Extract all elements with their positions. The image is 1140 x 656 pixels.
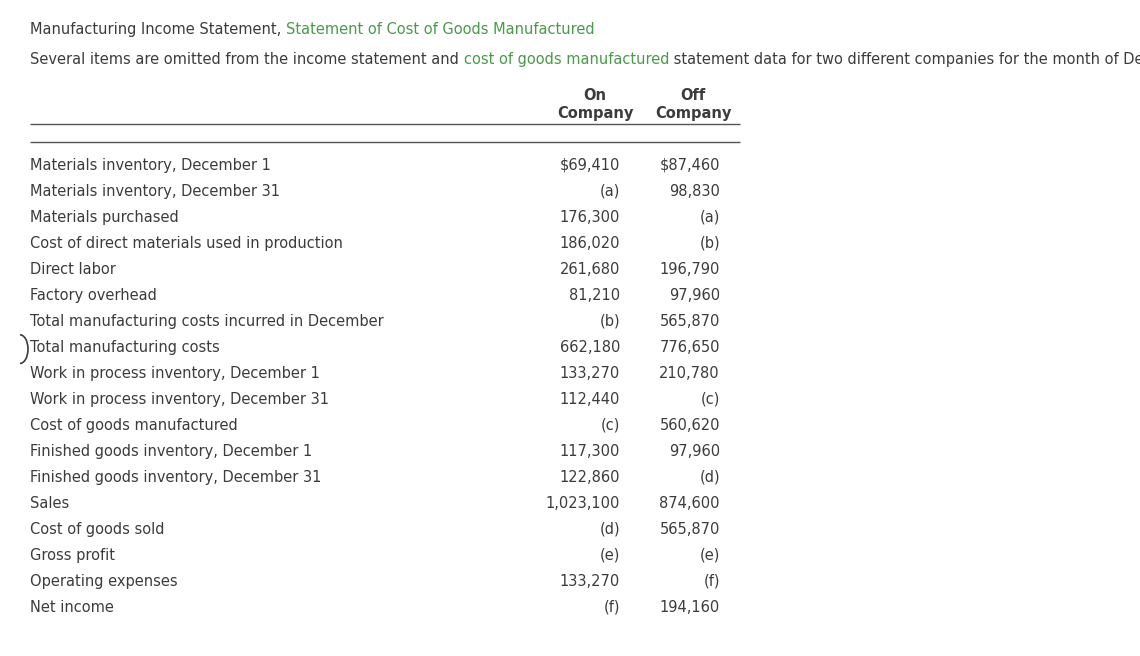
Text: Work in process inventory, December 1: Work in process inventory, December 1	[30, 366, 320, 381]
Text: (e): (e)	[700, 548, 720, 563]
Text: Total manufacturing costs: Total manufacturing costs	[30, 340, 220, 355]
Text: 117,300: 117,300	[560, 444, 620, 459]
Text: Factory overhead: Factory overhead	[30, 288, 157, 303]
Text: (d): (d)	[699, 470, 720, 485]
Text: $87,460: $87,460	[660, 158, 720, 173]
Text: Work in process inventory, December 31: Work in process inventory, December 31	[30, 392, 329, 407]
Text: (f): (f)	[603, 600, 620, 615]
Text: 210,780: 210,780	[659, 366, 720, 381]
Text: Cost of goods manufactured: Cost of goods manufactured	[30, 418, 238, 433]
Text: Finished goods inventory, December 1: Finished goods inventory, December 1	[30, 444, 312, 459]
Text: 133,270: 133,270	[560, 366, 620, 381]
Text: Materials inventory, December 31: Materials inventory, December 31	[30, 184, 280, 199]
Text: Company: Company	[654, 106, 731, 121]
Text: Finished goods inventory, December 31: Finished goods inventory, December 31	[30, 470, 321, 485]
Text: 662,180: 662,180	[560, 340, 620, 355]
Text: Gross profit: Gross profit	[30, 548, 115, 563]
Text: statement data for two different companies for the month of December.: statement data for two different compani…	[669, 52, 1140, 67]
Text: (e): (e)	[600, 548, 620, 563]
Text: Cost of direct materials used in production: Cost of direct materials used in product…	[30, 236, 343, 251]
Text: 133,270: 133,270	[560, 574, 620, 589]
Text: Operating expenses: Operating expenses	[30, 574, 178, 589]
Text: Company: Company	[556, 106, 633, 121]
Text: 97,960: 97,960	[669, 444, 720, 459]
Text: Total manufacturing costs incurred in December: Total manufacturing costs incurred in De…	[30, 314, 384, 329]
Text: (c): (c)	[701, 392, 720, 407]
Text: 196,790: 196,790	[660, 262, 720, 277]
Text: (a): (a)	[600, 184, 620, 199]
Text: Materials inventory, December 1: Materials inventory, December 1	[30, 158, 271, 173]
Text: (b): (b)	[699, 236, 720, 251]
Text: (a): (a)	[700, 210, 720, 225]
Text: 565,870: 565,870	[660, 522, 720, 537]
Text: 565,870: 565,870	[660, 314, 720, 329]
Text: (b): (b)	[600, 314, 620, 329]
Text: Several items are omitted from the income statement and: Several items are omitted from the incom…	[30, 52, 464, 67]
Text: 98,830: 98,830	[669, 184, 720, 199]
Text: $69,410: $69,410	[560, 158, 620, 173]
Text: 122,860: 122,860	[560, 470, 620, 485]
Text: 176,300: 176,300	[560, 210, 620, 225]
Text: 1,023,100: 1,023,100	[546, 496, 620, 511]
Text: Statement of Cost of Goods Manufactured: Statement of Cost of Goods Manufactured	[286, 22, 594, 37]
Text: 97,960: 97,960	[669, 288, 720, 303]
Text: Off: Off	[681, 88, 706, 103]
Text: 186,020: 186,020	[560, 236, 620, 251]
Text: (f): (f)	[703, 574, 720, 589]
Text: 776,650: 776,650	[660, 340, 720, 355]
Text: Manufacturing Income Statement,: Manufacturing Income Statement,	[30, 22, 286, 37]
Text: Net income: Net income	[30, 600, 114, 615]
Text: (d): (d)	[600, 522, 620, 537]
Text: 560,620: 560,620	[660, 418, 720, 433]
Text: On: On	[584, 88, 606, 103]
Text: 194,160: 194,160	[660, 600, 720, 615]
Text: 874,600: 874,600	[660, 496, 720, 511]
Text: Materials purchased: Materials purchased	[30, 210, 179, 225]
Text: (c): (c)	[601, 418, 620, 433]
Text: 81,210: 81,210	[569, 288, 620, 303]
Text: Cost of goods sold: Cost of goods sold	[30, 522, 164, 537]
Text: cost of goods manufactured: cost of goods manufactured	[464, 52, 669, 67]
Text: Direct labor: Direct labor	[30, 262, 116, 277]
Text: 112,440: 112,440	[560, 392, 620, 407]
Text: 261,680: 261,680	[560, 262, 620, 277]
Text: Sales: Sales	[30, 496, 70, 511]
